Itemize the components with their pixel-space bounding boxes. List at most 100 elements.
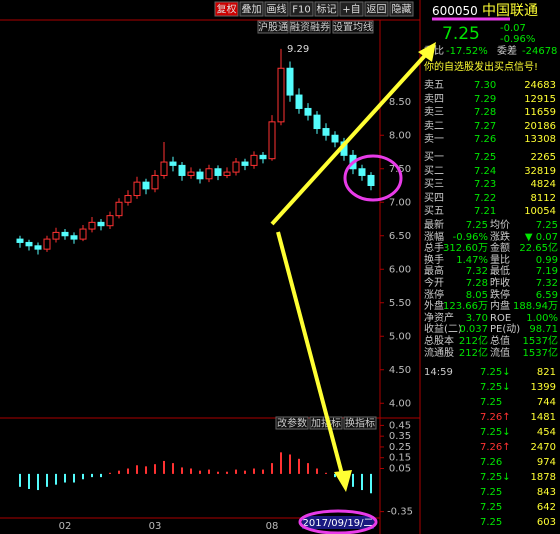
toolbar-button[interactable] [239,1,264,17]
value: 7.28 [465,278,488,289]
macd-bar [316,468,318,474]
price: 7.27 [474,120,497,132]
row: 14:59 [422,366,560,380]
toolbar-button[interactable] [364,1,389,17]
row: 7.26 974 [422,456,560,470]
row: 今开 7.28 昨收 7.32 [422,278,560,290]
toolbar-button[interactable] [389,1,414,17]
volume: 8112 [530,192,556,204]
trade-price: 7.25↓ [480,367,511,378]
value: 0.99 [535,254,558,266]
price: 7.23 [474,179,497,191]
label: 总手 [424,243,444,255]
candle-body [97,221,105,227]
label: 卖四 [424,93,444,105]
row: 卖三 7.28 11659 [422,106,560,119]
change: -0.07 [500,23,526,34]
macd-bar [298,458,300,474]
y-tick-label: 5.50 [389,298,411,309]
price: 7.24 [474,165,497,177]
toolbar-button[interactable] [214,1,239,17]
label: 买五 [424,206,444,218]
macd-bar [244,470,246,474]
macd-bar [109,472,111,474]
value: 1.47% [456,254,488,266]
value: 312.60万 [443,243,488,255]
row: 买一 7.25 2265 [422,151,560,164]
label: 最新 [424,220,444,231]
y-tick-label: 0.15 [389,453,411,464]
candle-body [52,231,60,240]
row: 卖二 7.27 20186 [422,120,560,133]
candle-body [151,174,159,190]
macd-bar [145,466,147,474]
toolbar-button[interactable] [289,1,314,17]
candle-body [160,161,168,176]
toolbar-button[interactable] [339,1,364,17]
trade-volume: 642 [536,502,556,513]
candle-body [106,215,114,227]
row: 7.25 603 [422,516,560,530]
y-tick-label: 0.45 [389,420,411,431]
macd-bar [28,473,30,489]
candle-body [124,195,132,203]
signal: 你的自选股发出买点信号! [424,62,539,73]
candle-body [250,154,258,166]
x-label: 08 [266,521,279,532]
value: -24678 [522,46,558,57]
macd-bar [334,473,336,478]
toolbar-button[interactable] [314,1,339,17]
macd-button-label: 换指标 [345,417,375,430]
label: 均价 [490,220,510,231]
candle-body [241,161,249,166]
value: 1537亿 [522,347,558,359]
row: 最高 7.32 最低 7.19 [422,266,560,278]
stock-code: 600050 [432,4,478,18]
candle-body [43,238,51,250]
macd-bar [226,471,228,474]
candle-body [295,94,303,109]
tab [332,20,374,34]
candle-body [133,181,141,197]
row: 卖一 7.26 13308 [422,133,560,146]
row: 外盘 123.66万 内盘 188.94万 [422,301,560,313]
tab-label: 设置均线 [333,21,373,34]
macd-bar [325,472,327,474]
toolbar-button[interactable] [264,1,289,17]
label: 买四 [424,192,444,204]
macd-bar [190,468,192,474]
row: 总手 312.60万 金额 22.65亿 [422,243,560,255]
macd-bar [307,463,309,474]
trade-price: 7.25 [480,397,503,408]
y-tick-label: 0.25 [389,442,411,453]
candle-body [268,121,276,160]
row: 7.25↓ 1878 [422,471,560,485]
y-tick-label: -0.35 [387,507,413,518]
price: 7.21 [474,206,497,218]
y-tick-label: 0.35 [389,431,411,442]
tab-label: 融资融券 [290,21,330,34]
trade-volume: 454 [536,427,556,438]
row: 换手 1.47% 量比 0.99 [422,255,560,267]
label: 最低 [490,266,510,278]
macd-bar [235,469,237,474]
trade-volume: 974 [536,457,556,468]
price: 7.25 [474,152,497,163]
candle-body [34,245,42,250]
macd-bar [19,473,21,487]
row: 涨幅 -0.96% 涨跌 ▼ 0.07 [422,232,560,244]
candle-body [178,164,186,176]
macd-bar [64,473,66,483]
y-tick-label: 0.05 [389,464,411,475]
volume: 20186 [524,120,556,132]
row: 7.25 843 [422,486,560,500]
label: 外盘 [424,301,444,313]
macd-bar [100,473,102,478]
value: 7.32 [465,266,488,278]
toolbar-label: 隐藏 [392,4,412,16]
label: 跌停 [490,289,510,301]
candle-body [304,107,312,116]
value: 3.70 [465,312,488,324]
value: 212亿 [458,347,488,359]
